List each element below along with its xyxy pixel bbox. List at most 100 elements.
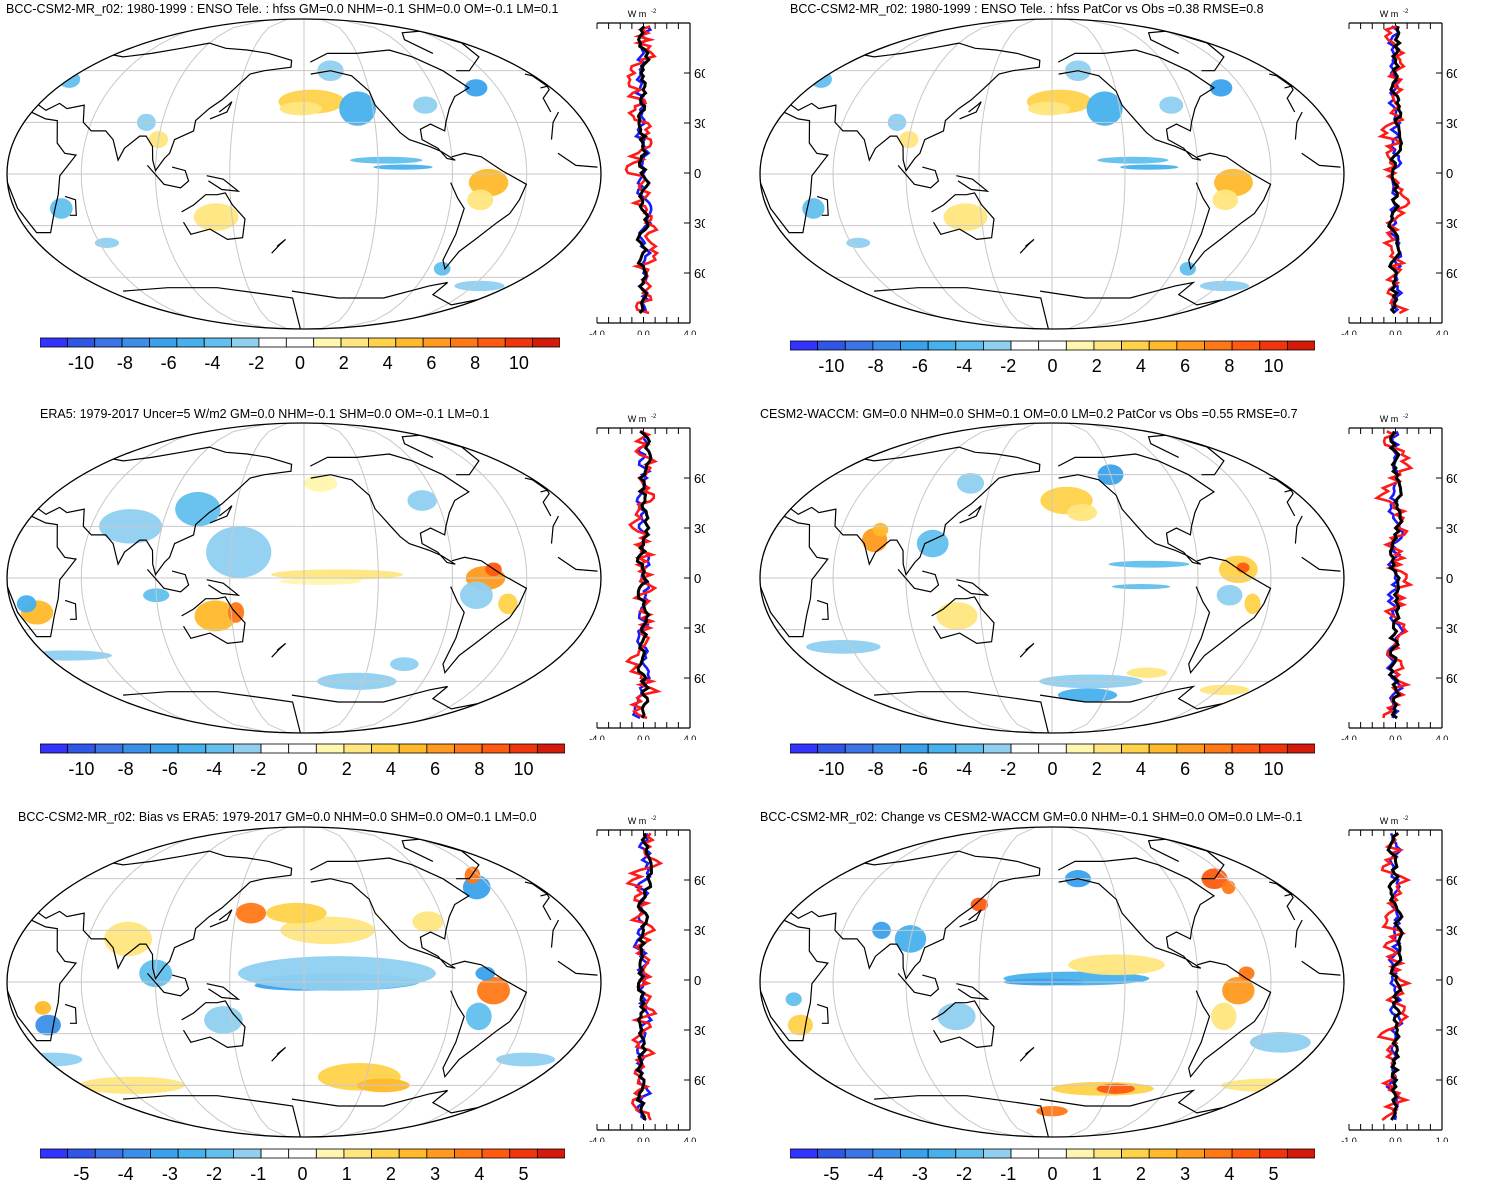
zonal-line-ocean [1373,430,1414,719]
colorbar-swatch [395,337,424,348]
colorbar-swatch [1093,1148,1122,1159]
colorbar-tick-labels: -5 -4 -3 -2 -1 0 1 2 3 4 5 [40,1164,565,1188]
longitude-line [80,423,256,733]
lat-tick-label: 60N [694,66,705,81]
longitude-line [352,423,528,733]
lat-tick-label: 60S [694,1073,705,1088]
colorbar-swatch [983,340,1012,351]
anomaly-region [339,91,376,126]
colorbar-tick-label: -6 [161,759,178,779]
anomaly-region [916,529,949,558]
colorbar-swatch [1121,743,1150,754]
colorbar-swatch [1065,743,1095,754]
longitude-line [229,827,288,1137]
anomaly-region [1067,503,1098,522]
zonal-line-ocean [1377,25,1411,315]
colorbar-tick-label: -2 [1000,759,1017,779]
colorbar-tick-labels: -10 -8 -6 -4 -2 0 2 4 6 8 10 [790,759,1315,783]
colorbar-swatch [371,743,400,754]
colorbar-tick-label: 0 [1047,1164,1058,1184]
coast-indonesia [897,165,940,189]
anomaly-region [1108,560,1190,568]
colorbar-swatch [231,337,260,348]
anomaly-region [23,650,112,661]
colorbar-swatch [285,337,315,348]
colorbar-swatch [481,743,511,754]
anomaly-region [1209,79,1233,97]
coast-southAmerica [442,152,528,271]
colorbar-swatch [149,337,178,348]
colorbar-swatches [40,337,560,348]
map-border [759,826,1345,1138]
colorbar-swatch [176,337,205,348]
zonal-line-global [1387,25,1404,315]
coast-japan [959,909,982,928]
x-tick-label: -4.0 [589,1136,605,1142]
colorbar-swatch [1176,743,1205,754]
lat-tick-label: 30N [1446,923,1457,938]
colorbar-swatch [1010,340,1040,351]
coast-japan [959,101,982,120]
colorbar-swatch [1176,1148,1205,1159]
colorbar-swatch [368,337,397,348]
anomaly-region [1159,96,1184,114]
colorbar-swatch [1259,340,1288,351]
panel-title: BCC-CSM2-MR_r02: 1980-1999 : ENSO Tele. … [6,2,559,16]
lat-tick-label: 0 [1446,571,1453,586]
anomaly-region [468,168,509,197]
colorbar-swatch [1148,743,1178,754]
coast-southAmerica [1188,556,1272,675]
colorbar-swatch [343,743,372,754]
coastlines [760,30,1341,329]
colorbar-tick-label: -1 [250,1164,267,1184]
longitude-line [352,827,528,1137]
colorbar-swatch [532,337,560,348]
map-border [6,18,602,330]
coast-indonesia [146,973,190,997]
graticule [760,19,1344,329]
coast-madagascar [816,599,829,620]
zonal-profile-p2: W m -2 60N 30N 0 30S 60S -4.0 0.0 4.0 [1341,9,1457,335]
colorbar-swatch [955,340,984,351]
colorbar-swatch [955,743,984,754]
unit-label: W m [1380,9,1399,19]
colorbar-tick-label: 6 [1180,356,1191,376]
longitude-line [1083,423,1199,733]
zonal-line-global [635,25,651,315]
coast-britain [524,881,549,897]
longitude-line [352,19,528,329]
unit-superscript: -2 [651,816,657,822]
coast-newZealand [271,238,287,254]
anomaly-region [1086,91,1123,126]
coast-japan [209,101,233,120]
x-tick-label: 4.0 [684,734,697,740]
colorbar-swatch [504,337,534,348]
colorbar-swatch [509,743,538,754]
x-tick-label: -4.0 [589,329,605,335]
colorbar-tick-label: -2 [956,1164,973,1184]
anomaly-region [464,79,488,97]
anomaly-region [496,1052,556,1067]
panel-title: BCC-CSM2-MR_r02: Bias vs ERA5: 1979-2017… [18,810,537,824]
x-tick-label: 4.0 [1436,734,1449,740]
colorbar-swatch [1093,743,1122,754]
colorbar-swatch [1204,340,1233,351]
anomaly-region [1236,562,1250,573]
x-tick-label: -4.0 [1341,329,1357,335]
anomaly-region [498,593,518,615]
colorbar-swatch [288,1148,317,1159]
colorbar-swatch [872,743,901,754]
colorbar-swatch [955,1148,984,1159]
anomaly-region [175,491,221,527]
colorbar-swatch [1038,1148,1067,1159]
colorbar-swatch [983,1148,1012,1159]
colorbar-swatch [313,337,342,348]
colorbar-p4: -10 -8 -6 -4 -2 0 2 4 6 8 10 [790,743,1315,787]
colorbar-tick-label: -5 [73,1164,90,1184]
colorbar-swatch [844,340,874,351]
anomaly-region [1238,966,1255,981]
anomaly-region [785,992,802,1007]
colorbar-tick-label: -10 [68,353,95,373]
map-border [6,826,602,1138]
colorbar-tick-label: 0 [297,759,308,779]
